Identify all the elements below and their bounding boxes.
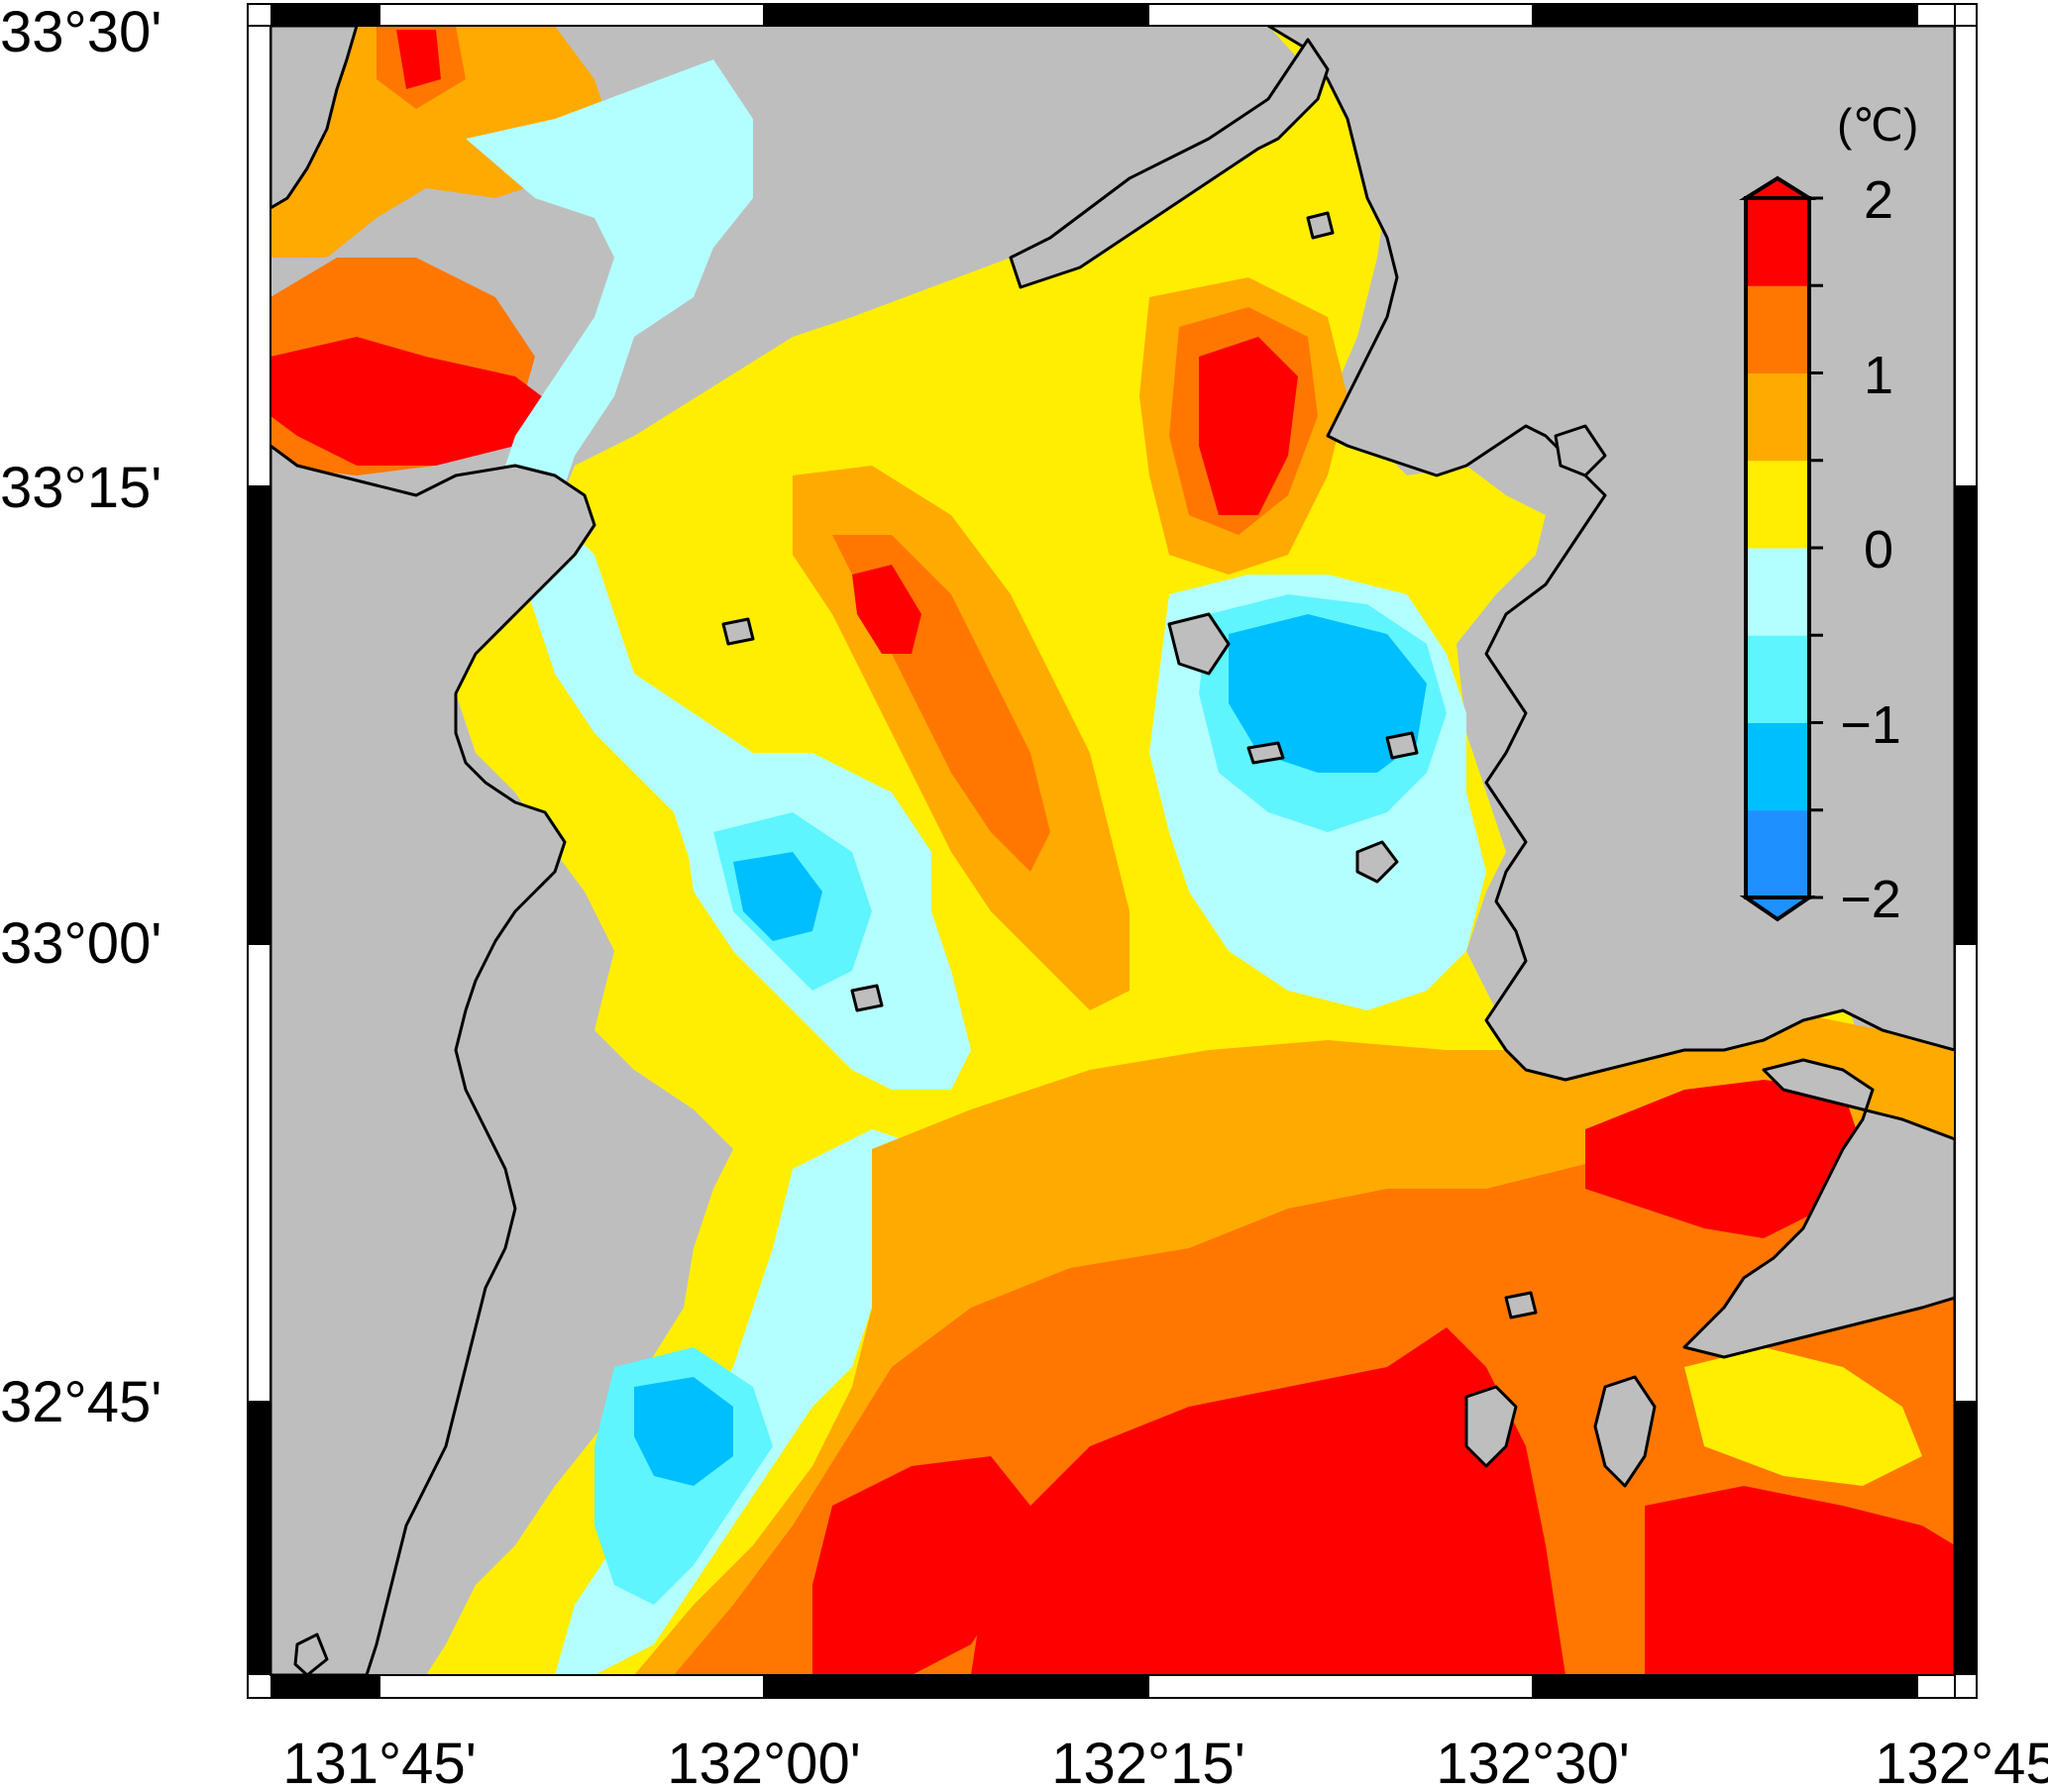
colorbar-label-0: 0 xyxy=(1864,520,1893,580)
colorbar-bin xyxy=(1746,372,1809,462)
colorbar-bin xyxy=(1746,285,1809,373)
land-nw-coast xyxy=(270,26,359,210)
lat-label-1: 33°30' xyxy=(0,0,162,64)
lat-label-4: 32°45' xyxy=(0,1370,162,1434)
colorbar-label-neg1: −1 xyxy=(1840,695,1901,755)
sea-region-ne-red xyxy=(1199,337,1298,515)
colorbar-bin xyxy=(1746,548,1809,636)
lon-label-2: 132°00' xyxy=(667,1732,861,1792)
lon-label-5: 132°45' xyxy=(1875,1732,2048,1792)
lon-label-3: 132°15' xyxy=(1051,1732,1245,1792)
colorbar-label-neg2: −2 xyxy=(1840,870,1901,929)
map-frame xyxy=(247,3,1978,1699)
lon-label-4: 132°30' xyxy=(1436,1732,1630,1792)
land-island-4 xyxy=(1246,741,1285,765)
land-island-10 xyxy=(1306,211,1335,240)
sea-region-south-red-center xyxy=(971,1327,1565,1675)
colorbar-label-1: 1 xyxy=(1864,346,1893,405)
colorbar-bins xyxy=(1746,198,1809,898)
sea-region-nw-red xyxy=(270,337,555,466)
sea-region-blue-east xyxy=(1229,614,1427,773)
colorbar-ticks xyxy=(1809,196,1823,899)
land-island-6 xyxy=(721,617,755,646)
land-island-5 xyxy=(1385,731,1419,760)
colorbar-bin xyxy=(1746,635,1809,723)
colorbar-bin xyxy=(1746,722,1809,811)
map-plot-area xyxy=(270,26,1955,1675)
lat-label-2: 33°15' xyxy=(0,456,162,520)
land-island-9 xyxy=(1554,424,1607,477)
longitude-axis: 131°45' 132°00' 132°15' 132°30' 132°45' xyxy=(282,1732,2048,1792)
sea-region-south-red-east xyxy=(1585,1080,1863,1238)
land-island-8 xyxy=(1167,612,1231,676)
colorbar-label-2: 2 xyxy=(1864,170,1893,230)
land-se-peninsula xyxy=(1682,1058,1955,1675)
land-island-2 xyxy=(1593,1375,1657,1488)
colorbar-bin xyxy=(1746,460,1809,549)
land-island-7 xyxy=(1355,840,1399,884)
colorbar-bin xyxy=(1746,809,1809,898)
lon-label-1: 131°45' xyxy=(282,1732,477,1792)
sea-region-south-red-se xyxy=(1645,1486,1955,1675)
colorbar-unit: (℃) xyxy=(1837,99,1918,151)
sea-region-blue-w xyxy=(733,852,822,941)
latitude-axis: 33°30' 33°15' 33°00' 32°45' xyxy=(0,0,162,1434)
sea-region-se-yellow xyxy=(1684,1347,1922,1486)
sea-temperature-field xyxy=(270,26,1955,1675)
sea-region-center-red xyxy=(852,565,921,654)
land-island-1 xyxy=(1464,1385,1518,1468)
land-island-3 xyxy=(1504,1291,1538,1319)
colorbar-bin xyxy=(1746,198,1809,286)
lat-label-3: 33°00' xyxy=(0,911,162,976)
land-west-kyushu xyxy=(270,444,596,1675)
land-island-11 xyxy=(850,984,884,1012)
sea-region-blue-sw xyxy=(634,1377,733,1486)
sea-region-top-red xyxy=(396,30,441,89)
colorbar: (℃) 2 1 0 −1 −2 xyxy=(1739,99,1918,929)
land-ne-coast xyxy=(1009,38,1330,289)
sea-region-south-red-west xyxy=(812,1456,1030,1675)
sea-region-nw-orange xyxy=(270,26,614,258)
land-island-12 xyxy=(293,1633,329,1675)
